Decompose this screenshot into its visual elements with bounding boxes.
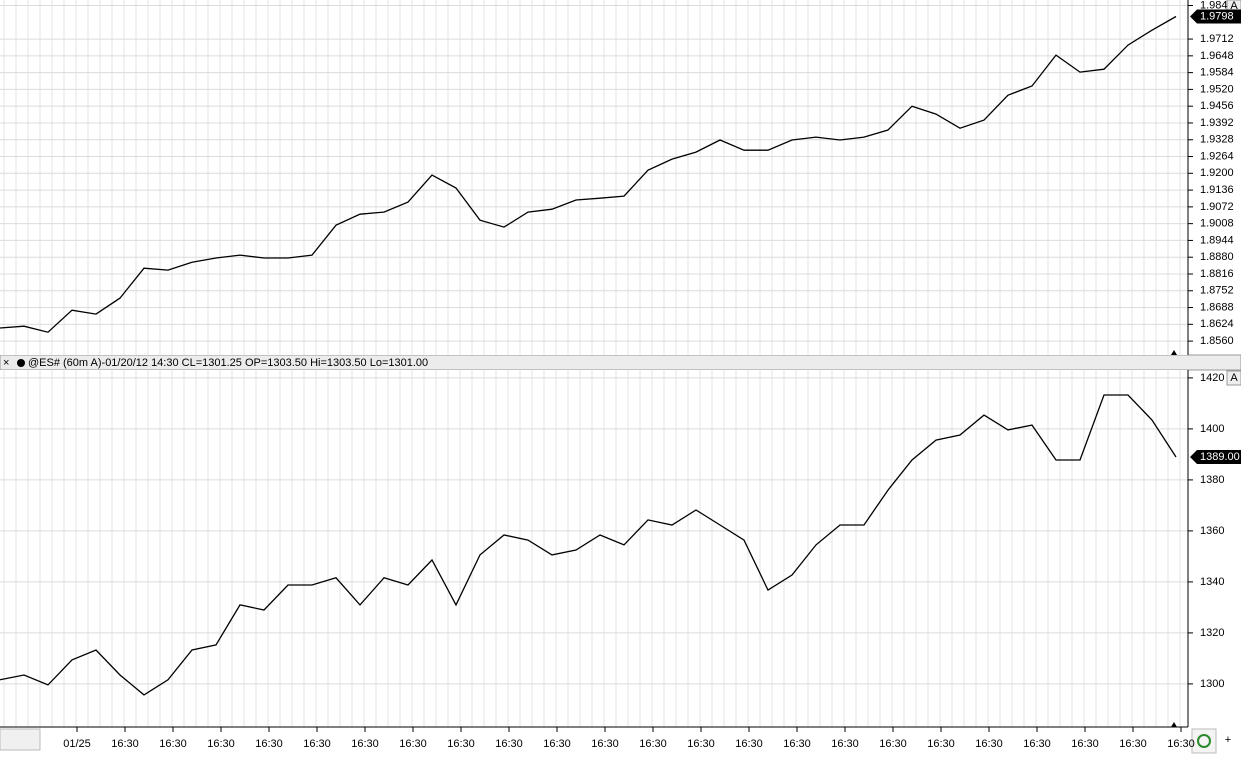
y-tick-label: 1.984 bbox=[1200, 0, 1228, 11]
y-tick-label: 1380 bbox=[1200, 474, 1224, 486]
add-button[interactable]: + bbox=[1225, 734, 1231, 746]
close-button[interactable]: × bbox=[3, 357, 9, 369]
end-marker bbox=[1171, 350, 1177, 355]
last-value-badge bbox=[1190, 449, 1241, 464]
x-tick-label: 16:30 bbox=[447, 738, 475, 750]
x-tick-label: 16:30 bbox=[495, 738, 523, 750]
price-line bbox=[0, 394, 1177, 696]
y-tick-label: 1420 bbox=[1200, 372, 1224, 384]
x-tick-label: 16:30 bbox=[783, 738, 811, 750]
y-tick-label: 1400 bbox=[1200, 423, 1224, 435]
y-tick-label: 1.8816 bbox=[1200, 268, 1234, 280]
y-tick-label: 1.8688 bbox=[1200, 301, 1234, 313]
scroll-box[interactable] bbox=[0, 728, 41, 751]
panel: 1300 1320 1340 1360 1380 1400 1420 1389.00 bbox=[0, 370, 1241, 727]
panel: 1.8560 1.8624 1.8688 1.8752 1.8816 1.8880 1.89… bbox=[0, 0, 1241, 355]
price-line bbox=[0, 15, 1177, 333]
x-tick-label: 16:30 bbox=[1119, 738, 1147, 750]
x-tick-label: 16:30 bbox=[1071, 738, 1099, 750]
y-tick-label: 1.9200 bbox=[1200, 167, 1234, 179]
y-tick-label: 1360 bbox=[1200, 525, 1224, 537]
last-value-label: 1.9798 bbox=[1200, 10, 1234, 22]
header-text: @ES# (60m A)-01/20/12 14:30 CL=1301.25 O… bbox=[28, 357, 428, 369]
y-tick-label: 1.8560 bbox=[1200, 335, 1234, 347]
y-tick-label: 1.9072 bbox=[1200, 201, 1234, 213]
x-tick-label: 16:30 bbox=[543, 738, 571, 750]
scale-button-label[interactable]: A bbox=[1230, 0, 1238, 12]
y-tick-label: 1.9136 bbox=[1200, 184, 1234, 196]
x-tick-label: 16:30 bbox=[831, 738, 859, 750]
x-tick-label: 16:30 bbox=[879, 738, 907, 750]
x-tick-label: 01/25 bbox=[63, 738, 91, 750]
y-tick-label: 1.8624 bbox=[1200, 318, 1234, 330]
refresh-button[interactable] bbox=[1191, 728, 1217, 754]
x-tick-label: 16:30 bbox=[927, 738, 955, 750]
status-icon bbox=[17, 359, 25, 367]
x-tick-label: 16:30 bbox=[351, 738, 379, 750]
y-tick-label: 1.8752 bbox=[1200, 285, 1234, 297]
x-axis-strip bbox=[0, 727, 1188, 754]
x-tick-label: 16:30 bbox=[591, 738, 619, 750]
last-value-badge bbox=[1190, 9, 1241, 24]
plot-area bbox=[0, 370, 1188, 727]
x-tick-label: 16:30 bbox=[207, 738, 235, 750]
x-tick-label: 16:30 bbox=[255, 738, 283, 750]
x-tick-label: 16:30 bbox=[735, 738, 763, 750]
x-tick-label: 16:30 bbox=[1167, 738, 1195, 750]
y-tick-label: 1.9264 bbox=[1200, 150, 1234, 162]
y-tick-label: 1.9520 bbox=[1200, 83, 1234, 95]
x-tick-label: 16:30 bbox=[303, 738, 331, 750]
x-tick-label: 16:30 bbox=[159, 738, 187, 750]
y-tick-label: 1300 bbox=[1200, 678, 1224, 690]
y-tick-label: 1.9392 bbox=[1200, 117, 1234, 129]
y-tick-label: 1320 bbox=[1200, 627, 1224, 639]
x-tick-label: 16:30 bbox=[687, 738, 715, 750]
x-tick-label: 16:30 bbox=[1023, 738, 1051, 750]
y-tick-label: 1.9008 bbox=[1200, 218, 1234, 230]
x-tick-label: 16:30 bbox=[975, 738, 1003, 750]
last-value-label: 1389.00 bbox=[1200, 451, 1240, 463]
y-tick-label: 1.9648 bbox=[1200, 50, 1234, 62]
x-tick-label: 16:30 bbox=[639, 738, 667, 750]
y-tick-label: 1340 bbox=[1200, 576, 1224, 588]
scale-button-label[interactable]: A bbox=[1230, 372, 1238, 384]
scale-button[interactable] bbox=[1226, 370, 1241, 386]
y-tick-label: 1.9328 bbox=[1200, 134, 1234, 146]
y-tick-label: 1.9584 bbox=[1200, 67, 1234, 79]
y-tick-label: 1.9456 bbox=[1200, 100, 1234, 112]
end-marker bbox=[1171, 722, 1177, 727]
refresh-icon bbox=[1197, 734, 1211, 748]
x-tick-label: 16:30 bbox=[111, 738, 139, 750]
x-tick-label: 16:30 bbox=[399, 738, 427, 750]
plot-area bbox=[0, 0, 1188, 355]
y-tick-label: 1.9712 bbox=[1200, 33, 1234, 45]
y-tick-label: 1.8880 bbox=[1200, 251, 1234, 263]
y-tick-label: 1.8944 bbox=[1200, 234, 1234, 246]
